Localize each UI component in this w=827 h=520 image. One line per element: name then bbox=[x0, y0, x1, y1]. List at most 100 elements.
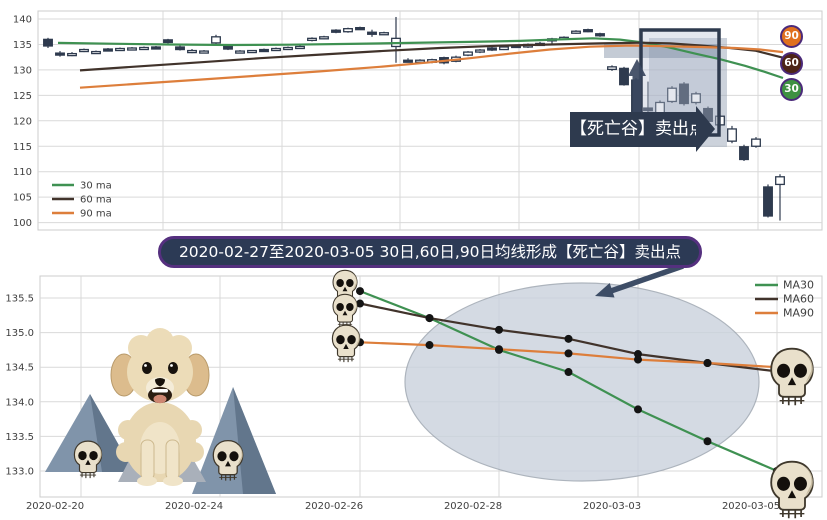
y-tick-label: 134.0 bbox=[5, 397, 34, 408]
candle bbox=[739, 144, 749, 162]
y-tick-label: 105 bbox=[13, 193, 32, 204]
top-chart-legend: 30 ma 60 ma 90 ma bbox=[52, 181, 112, 220]
candle bbox=[103, 48, 113, 52]
valley-scene bbox=[45, 328, 276, 494]
x-tick-label: 2020-02-28 bbox=[444, 501, 502, 512]
candle bbox=[343, 27, 353, 33]
candle bbox=[403, 58, 413, 63]
candle bbox=[391, 16, 401, 63]
y-tick-label: 135 bbox=[13, 40, 32, 51]
x-tick-label: 2020-03-03 bbox=[583, 501, 641, 512]
data-point-dot bbox=[634, 405, 642, 414]
candle bbox=[259, 48, 269, 53]
candle bbox=[271, 47, 281, 52]
y-tick-label: 110 bbox=[13, 167, 32, 178]
skull-icon bbox=[73, 440, 103, 479]
ma90-badge: 90 bbox=[780, 25, 803, 48]
candle bbox=[583, 28, 593, 33]
candle bbox=[79, 48, 89, 53]
candle bbox=[211, 34, 221, 45]
legend-label: MA30 bbox=[783, 279, 814, 292]
candle bbox=[43, 37, 53, 49]
y-tick-label: 135.0 bbox=[5, 328, 34, 339]
dog-illustration bbox=[110, 328, 210, 486]
candle bbox=[727, 125, 737, 144]
data-point-dot bbox=[703, 359, 712, 368]
candle bbox=[571, 30, 581, 34]
x-tick-label: 2020-02-24 bbox=[165, 501, 223, 512]
data-point-dot bbox=[356, 299, 364, 308]
highlight-ellipse bbox=[404, 282, 760, 482]
y-tick-label: 120 bbox=[13, 116, 32, 127]
candle bbox=[199, 50, 209, 54]
candle bbox=[607, 65, 617, 71]
y-tick-label: 133.0 bbox=[5, 467, 34, 478]
candle bbox=[235, 50, 245, 54]
skull-icon bbox=[332, 293, 358, 328]
candle bbox=[691, 91, 701, 105]
candle bbox=[55, 51, 65, 57]
candle bbox=[751, 137, 761, 148]
bottom-ma-lines bbox=[356, 287, 781, 475]
candle bbox=[763, 184, 773, 218]
candle bbox=[355, 26, 365, 31]
candle bbox=[67, 52, 77, 57]
candle bbox=[139, 46, 149, 51]
title-banner: 2020-02-27至2020-03-05 30日,60日,90日均线形成【死亡… bbox=[158, 236, 702, 268]
legend-label: 90 ma bbox=[80, 209, 112, 220]
legend-label: MA60 bbox=[783, 293, 814, 306]
candle bbox=[163, 38, 173, 44]
mountain-shade bbox=[233, 387, 276, 494]
candle bbox=[367, 29, 377, 37]
bottom-chart-axes: 135.5 135.0 134.5 134.0 133.5 133.0 2020-02-20… bbox=[5, 294, 780, 513]
data-point-dot bbox=[564, 334, 573, 343]
y-tick-label: 125 bbox=[13, 91, 32, 102]
data-point-dot bbox=[703, 437, 712, 446]
legend-label: MA90 bbox=[783, 307, 814, 320]
skull-trio bbox=[331, 269, 361, 363]
skull-icon bbox=[331, 324, 361, 363]
x-tick-label: 2020-03-05 bbox=[722, 501, 780, 512]
candle bbox=[331, 29, 341, 34]
candle bbox=[775, 174, 785, 221]
candle bbox=[175, 45, 185, 51]
ma60-badge: 60 bbox=[780, 52, 803, 75]
candle bbox=[379, 31, 389, 36]
data-point-dot bbox=[495, 325, 503, 334]
legend-label: 30 ma bbox=[80, 181, 112, 192]
y-tick-label: 134.5 bbox=[5, 363, 34, 374]
candle bbox=[463, 51, 473, 57]
y-tick-label: 135.5 bbox=[5, 294, 34, 305]
y-tick-label: 130 bbox=[13, 65, 32, 76]
data-point-dot bbox=[356, 287, 364, 296]
annotation-arrow bbox=[595, 263, 684, 298]
y-tick-label: 140 bbox=[13, 15, 32, 26]
top-chart-y-axis: 140 135 130 125 120 115 110 105 100 bbox=[13, 15, 32, 230]
candle bbox=[619, 66, 629, 86]
data-point-dot bbox=[425, 314, 434, 323]
candle bbox=[595, 32, 605, 37]
candle bbox=[283, 46, 293, 51]
data-point-dot bbox=[634, 350, 642, 359]
candle bbox=[151, 45, 161, 50]
candle bbox=[295, 45, 305, 50]
candle bbox=[487, 46, 497, 52]
data-point-dot bbox=[495, 345, 503, 354]
candle bbox=[667, 86, 677, 103]
y-tick-label: 100 bbox=[13, 218, 32, 229]
y-tick-label: 133.5 bbox=[5, 432, 34, 443]
x-tick-label: 2020-02-20 bbox=[26, 501, 84, 512]
data-point-dot bbox=[564, 368, 573, 377]
candle bbox=[475, 49, 485, 54]
data-point-dot bbox=[425, 341, 434, 350]
death-valley-sell-label: 【死亡谷】卖出点 bbox=[570, 106, 715, 152]
y-tick-label: 115 bbox=[13, 142, 32, 153]
candle bbox=[679, 82, 689, 106]
ma30-badge: 30 bbox=[780, 78, 803, 101]
ma-line-90ma bbox=[79, 44, 784, 89]
candle bbox=[319, 35, 329, 40]
data-point-dot bbox=[634, 355, 642, 364]
legend-label: 60 ma bbox=[80, 195, 112, 206]
